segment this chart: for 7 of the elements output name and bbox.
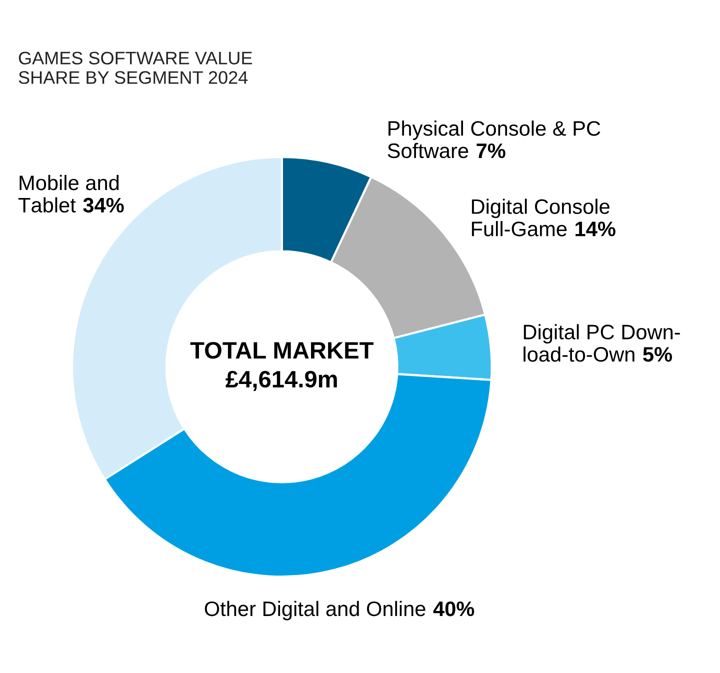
slice-label: Mobile and Tablet34% bbox=[18, 174, 124, 213]
slice-label: Digital PC Down- load-to-Own5% bbox=[524, 324, 680, 362]
slice-label: Digital Console Full-Game14% bbox=[472, 198, 616, 236]
text: TOTAL MARKET £4,614.9m bbox=[190, 342, 374, 391]
slice-label: Other Digital and Online40% bbox=[204, 600, 474, 620]
slice-label: Physical Console & PC Software7% bbox=[388, 120, 600, 158]
chart-title: GAMES SOFTWARE VALUE SHARE BY SEGMENT 2024 bbox=[18, 52, 252, 84]
